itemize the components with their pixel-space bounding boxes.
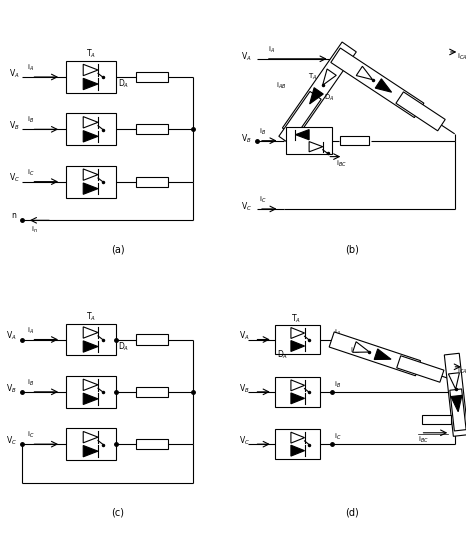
Text: i$_C$: i$_C$ bbox=[27, 168, 34, 178]
Polygon shape bbox=[374, 349, 391, 359]
Polygon shape bbox=[295, 129, 309, 140]
Text: i$_B$: i$_B$ bbox=[334, 380, 341, 390]
Polygon shape bbox=[83, 117, 98, 128]
Polygon shape bbox=[279, 91, 321, 144]
Polygon shape bbox=[83, 131, 98, 142]
Bar bbox=[275, 429, 320, 459]
Text: V$_B$: V$_B$ bbox=[9, 119, 19, 132]
Bar bbox=[275, 377, 320, 406]
Polygon shape bbox=[83, 341, 98, 352]
Polygon shape bbox=[448, 373, 459, 389]
Text: i$_{BC}$: i$_{BC}$ bbox=[337, 158, 347, 169]
Bar bbox=[65, 376, 116, 408]
Bar bbox=[136, 335, 168, 345]
Polygon shape bbox=[291, 341, 305, 352]
Polygon shape bbox=[291, 393, 305, 404]
Text: i$_n$: i$_n$ bbox=[31, 225, 38, 234]
Bar bbox=[65, 428, 116, 460]
Text: i$_{BC}$: i$_{BC}$ bbox=[418, 435, 429, 445]
Text: (b): (b) bbox=[346, 245, 359, 255]
Text: (c): (c) bbox=[111, 508, 124, 518]
Text: i$_C$: i$_C$ bbox=[27, 430, 34, 440]
Text: i$_{CA}$: i$_{CA}$ bbox=[457, 51, 467, 61]
Polygon shape bbox=[310, 88, 323, 104]
Text: i$_B$: i$_B$ bbox=[259, 127, 266, 137]
Text: i$_{CA}$: i$_{CA}$ bbox=[457, 366, 467, 377]
Polygon shape bbox=[353, 342, 369, 352]
Text: D$_A$: D$_A$ bbox=[324, 92, 334, 102]
Bar bbox=[136, 176, 168, 187]
Polygon shape bbox=[83, 431, 98, 443]
Text: i$_C$: i$_C$ bbox=[334, 432, 342, 442]
Text: n: n bbox=[11, 211, 16, 220]
Bar bbox=[422, 415, 451, 424]
Text: (d): (d) bbox=[346, 508, 359, 518]
Polygon shape bbox=[323, 69, 336, 85]
Text: i$_A$: i$_A$ bbox=[334, 327, 341, 338]
Polygon shape bbox=[444, 353, 468, 436]
Text: i$_{AB}$: i$_{AB}$ bbox=[276, 81, 287, 91]
Text: V$_C$: V$_C$ bbox=[7, 435, 18, 447]
Polygon shape bbox=[375, 79, 392, 92]
Text: T$_A$: T$_A$ bbox=[86, 311, 96, 323]
Polygon shape bbox=[329, 332, 420, 376]
Bar bbox=[286, 127, 332, 154]
Text: V$_A$: V$_A$ bbox=[238, 330, 249, 342]
Text: T$_A$: T$_A$ bbox=[291, 313, 301, 325]
Text: V$_C$: V$_C$ bbox=[241, 200, 252, 213]
Text: V$_A$: V$_A$ bbox=[9, 67, 19, 80]
Bar bbox=[65, 113, 116, 145]
Polygon shape bbox=[291, 380, 305, 391]
Polygon shape bbox=[291, 327, 305, 338]
Polygon shape bbox=[309, 142, 323, 152]
Polygon shape bbox=[83, 169, 98, 180]
Text: D$_A$: D$_A$ bbox=[277, 349, 289, 361]
Text: (a): (a) bbox=[111, 245, 125, 255]
Polygon shape bbox=[451, 395, 462, 412]
Text: i$_C$: i$_C$ bbox=[259, 195, 266, 205]
Bar bbox=[136, 387, 168, 397]
Polygon shape bbox=[396, 92, 445, 131]
Text: V$_C$: V$_C$ bbox=[9, 172, 20, 185]
Bar bbox=[275, 325, 320, 354]
Polygon shape bbox=[83, 79, 98, 90]
Text: V$_C$: V$_C$ bbox=[238, 435, 250, 447]
Bar bbox=[65, 61, 116, 93]
Polygon shape bbox=[356, 66, 373, 80]
Bar bbox=[136, 72, 168, 82]
Bar bbox=[340, 136, 369, 145]
Bar bbox=[136, 124, 168, 134]
Polygon shape bbox=[83, 327, 98, 338]
Polygon shape bbox=[331, 48, 424, 118]
Bar bbox=[136, 439, 168, 449]
Text: T$_A$: T$_A$ bbox=[86, 48, 96, 60]
Text: V$_A$: V$_A$ bbox=[7, 330, 17, 342]
Text: i$_{AB}$: i$_{AB}$ bbox=[350, 346, 360, 356]
Polygon shape bbox=[283, 42, 356, 138]
Text: V$_B$: V$_B$ bbox=[7, 382, 17, 395]
Text: i$_A$: i$_A$ bbox=[27, 325, 34, 336]
Polygon shape bbox=[291, 445, 305, 456]
Polygon shape bbox=[397, 356, 444, 382]
Polygon shape bbox=[83, 446, 98, 457]
Text: i$_B$: i$_B$ bbox=[27, 378, 34, 388]
Text: T$_A$: T$_A$ bbox=[308, 72, 318, 82]
Text: V$_B$: V$_B$ bbox=[238, 382, 249, 395]
Text: i$_A$: i$_A$ bbox=[27, 63, 34, 73]
Text: V$_B$: V$_B$ bbox=[241, 132, 252, 145]
Polygon shape bbox=[83, 379, 98, 390]
Polygon shape bbox=[83, 64, 98, 76]
Polygon shape bbox=[291, 432, 305, 443]
Text: V$_A$: V$_A$ bbox=[241, 50, 252, 63]
Text: i$_B$: i$_B$ bbox=[27, 115, 34, 126]
Bar bbox=[65, 166, 116, 197]
Text: i$_A$: i$_A$ bbox=[268, 45, 275, 55]
Polygon shape bbox=[83, 183, 98, 194]
Polygon shape bbox=[83, 393, 98, 405]
Polygon shape bbox=[450, 389, 466, 431]
Text: D$_A$: D$_A$ bbox=[118, 340, 129, 353]
Text: D$_A$: D$_A$ bbox=[118, 78, 129, 90]
Bar bbox=[65, 324, 116, 356]
